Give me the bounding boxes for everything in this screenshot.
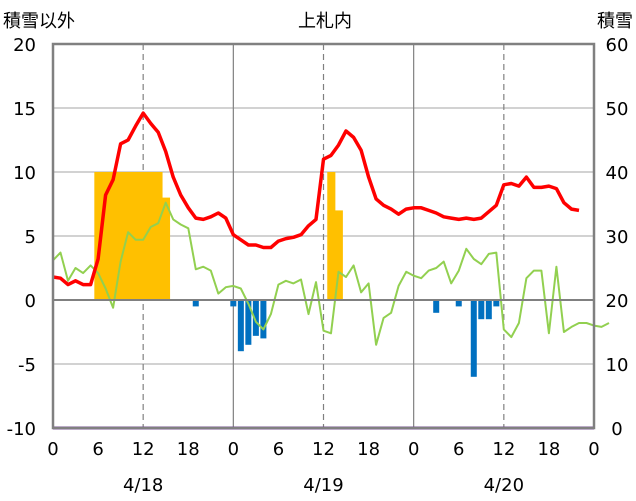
right-tick-label: 50	[606, 99, 629, 120]
left-tick-label: 10	[13, 163, 36, 184]
right-tick-label: 60	[606, 35, 629, 56]
precipitation-bar	[470, 300, 477, 377]
right-tick-label: 20	[606, 291, 629, 312]
precipitation-bar	[260, 300, 267, 339]
precipitation-bar	[493, 300, 500, 307]
snowfall-bar	[124, 172, 133, 300]
axes	[51, 42, 596, 430]
snowfall-bar	[116, 172, 125, 300]
wind-line	[52, 201, 610, 346]
x-tick-label: 18	[537, 439, 560, 460]
snowfall-bars	[94, 172, 343, 300]
right-axis-label: 積雪	[597, 11, 633, 32]
x-tick-label: 18	[357, 439, 380, 460]
snowfall-bar	[109, 172, 118, 300]
left-tick-label: 5	[25, 227, 36, 248]
snowfall-bar	[161, 197, 171, 300]
precipitation-bars	[192, 300, 500, 377]
precipitation-bar	[237, 300, 244, 352]
right-tick-label: 10	[606, 355, 629, 376]
precipitation-bar	[478, 300, 485, 320]
x-tick-label: 18	[177, 439, 200, 460]
left-tick-label: 0	[25, 291, 36, 312]
plot-frame	[51, 42, 596, 430]
right-tick-label: 40	[606, 163, 629, 184]
x-tick-label: 0	[47, 439, 58, 460]
x-tick-label: 6	[273, 439, 284, 460]
precipitation-bar	[192, 300, 199, 307]
chart-title: 上札内	[298, 11, 352, 32]
precipitation-bar	[485, 300, 492, 320]
x-tick-label: 12	[312, 439, 335, 460]
snowfall-bar	[327, 172, 336, 300]
snowfall-bar	[146, 172, 156, 300]
snowfall-bar	[101, 172, 110, 300]
left-tick-label: -5	[18, 355, 36, 376]
date-label: 4/19	[303, 475, 343, 496]
snowfall-bar	[139, 172, 148, 300]
right-tick-label: 30	[606, 227, 629, 248]
precipitation-bar	[455, 300, 462, 307]
precipitation-bar	[252, 300, 259, 336]
x-tick-label: 12	[492, 439, 515, 460]
left-tick-label: 15	[13, 99, 36, 120]
precipitation-bar	[245, 300, 252, 345]
precipitation-bar	[433, 300, 440, 313]
snowfall-bar	[131, 172, 141, 300]
x-tick-label: 0	[588, 439, 599, 460]
x-tick-label: 12	[132, 439, 155, 460]
left-tick-label: -10	[7, 419, 36, 440]
temperature-line	[52, 111, 580, 287]
x-tick-label: 6	[453, 439, 464, 460]
x-tick-label: 6	[92, 439, 103, 460]
snowfall-bar	[94, 172, 103, 300]
date-label: 4/20	[484, 475, 524, 496]
right-tick-label: 0	[611, 419, 622, 440]
snowfall-bar	[334, 210, 343, 300]
precipitation-bar	[230, 300, 237, 307]
left-axis-label: 積雪以外	[3, 11, 75, 32]
snowfall-bar	[154, 172, 163, 300]
x-tick-label: 0	[228, 439, 239, 460]
left-tick-label: 20	[13, 35, 36, 56]
date-label: 4/18	[123, 475, 163, 496]
x-tick-label: 0	[408, 439, 419, 460]
